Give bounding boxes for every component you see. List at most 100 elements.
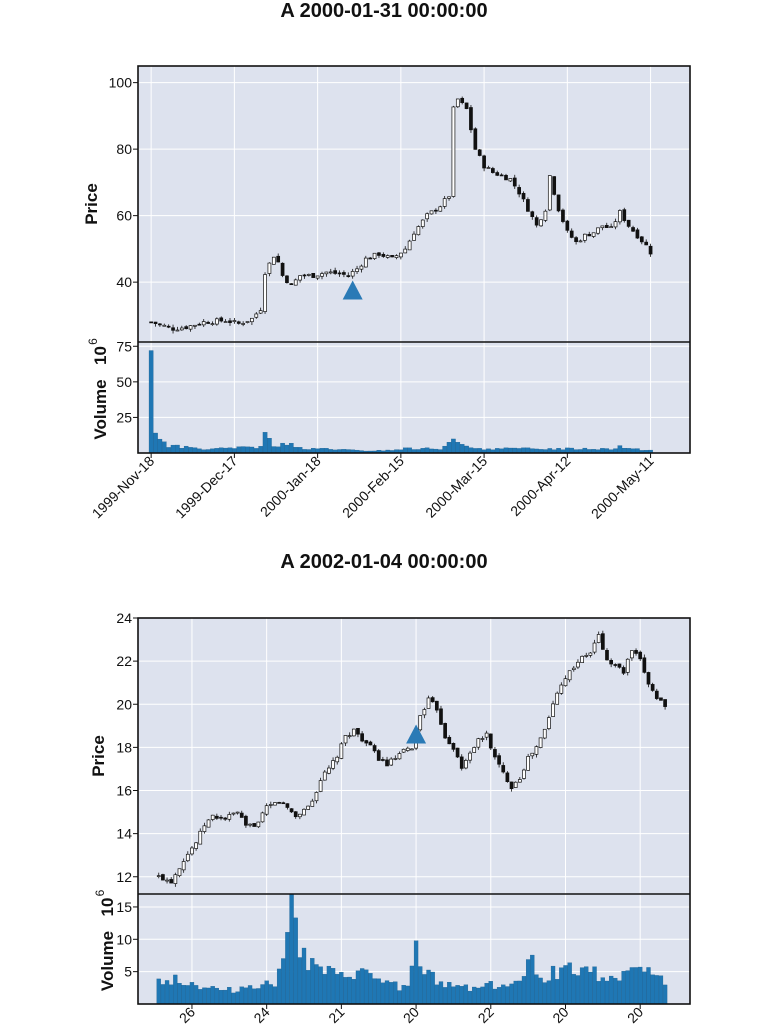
- candle-body: [547, 717, 551, 730]
- candle: [360, 731, 364, 743]
- candle-body: [302, 808, 306, 816]
- candle: [381, 252, 386, 258]
- candle-body: [425, 213, 429, 220]
- candle-body: [215, 318, 219, 325]
- candle: [512, 174, 517, 189]
- candle-body: [555, 692, 560, 705]
- candle: [634, 648, 638, 656]
- candle-body: [571, 667, 576, 670]
- candle-body: [264, 805, 269, 815]
- candle-body: [342, 272, 346, 275]
- candle: [543, 209, 548, 223]
- candle-body: [626, 219, 631, 227]
- price-axis-label: Price: [89, 735, 108, 777]
- volume-bar: [530, 954, 535, 1005]
- candle-body: [181, 861, 186, 871]
- candle: [497, 753, 501, 768]
- candle-body: [517, 187, 521, 195]
- candle: [416, 225, 421, 236]
- candle: [219, 316, 224, 323]
- candle-body: [355, 268, 359, 272]
- candle-body: [403, 248, 408, 254]
- candle: [618, 209, 622, 225]
- candle: [439, 705, 443, 725]
- volume-bar: [422, 974, 427, 1005]
- candle: [306, 805, 311, 810]
- volume-bar: [173, 974, 178, 1005]
- candle: [263, 272, 267, 314]
- candle-body: [193, 324, 197, 327]
- candle-body: [175, 329, 180, 332]
- candle-body: [298, 813, 302, 818]
- candle: [588, 652, 593, 658]
- candle-body: [401, 748, 406, 753]
- candle: [578, 239, 583, 243]
- candle: [165, 877, 169, 884]
- candle-body: [491, 168, 495, 173]
- candle: [493, 747, 497, 760]
- volume-bar: [281, 958, 286, 1005]
- candle-body: [451, 742, 456, 750]
- volume-bar: [169, 984, 174, 1005]
- volume-bar: [588, 971, 593, 1005]
- candle: [343, 734, 348, 746]
- candle: [418, 715, 423, 732]
- volume-bar: [658, 975, 664, 1005]
- volume-bar: [267, 438, 272, 454]
- candle: [314, 791, 319, 804]
- candle-body: [473, 128, 478, 150]
- candle: [517, 776, 522, 783]
- candle: [509, 781, 514, 792]
- candle: [184, 325, 189, 330]
- candle-body: [194, 842, 198, 849]
- candle: [609, 658, 613, 668]
- candle-body: [179, 327, 184, 331]
- candle: [363, 255, 368, 268]
- candle-body: [584, 655, 589, 657]
- candle-body: [497, 755, 501, 765]
- candle-body: [482, 155, 486, 169]
- candle: [335, 755, 340, 765]
- volume-bar: [285, 932, 290, 1005]
- candle-body: [210, 323, 215, 325]
- candle: [617, 663, 622, 669]
- candle-body: [322, 771, 327, 781]
- x-tick-label: 2000-Mar-15: [422, 453, 490, 521]
- candle: [280, 262, 285, 278]
- candle: [522, 768, 526, 780]
- volume-bar: [455, 985, 460, 1005]
- candle: [311, 273, 316, 278]
- candle: [215, 813, 219, 820]
- candle-body: [256, 821, 261, 828]
- candle: [298, 275, 302, 283]
- candle-body: [547, 175, 552, 211]
- candle: [659, 697, 663, 701]
- candle-body: [273, 802, 277, 806]
- candle: [434, 700, 439, 713]
- candle: [177, 868, 182, 878]
- candle: [256, 821, 261, 829]
- candle: [639, 236, 644, 245]
- candle: [596, 227, 600, 235]
- volume-bar: [236, 446, 242, 454]
- candle-body: [223, 817, 228, 820]
- candle-body: [464, 102, 469, 110]
- volume-exponent-base: 10: [91, 346, 110, 365]
- candle: [405, 746, 410, 752]
- volume-bar: [175, 444, 180, 454]
- candle-body: [311, 273, 316, 278]
- candle: [339, 742, 344, 760]
- volume-bar: [455, 442, 461, 454]
- candle-body: [495, 172, 500, 176]
- x-tick-label: 1999-Dec-17: [172, 453, 241, 522]
- candle: [638, 650, 643, 661]
- price-tick-label: 20: [116, 696, 132, 712]
- candle: [422, 707, 427, 719]
- x-tick-label: 1999-Nov-18: [89, 453, 158, 522]
- candle: [193, 324, 197, 330]
- candle-body: [376, 750, 381, 761]
- volume-bar: [430, 971, 435, 1005]
- candle: [245, 321, 250, 324]
- volume-bar: [484, 983, 489, 1005]
- volume-bar: [501, 984, 506, 1005]
